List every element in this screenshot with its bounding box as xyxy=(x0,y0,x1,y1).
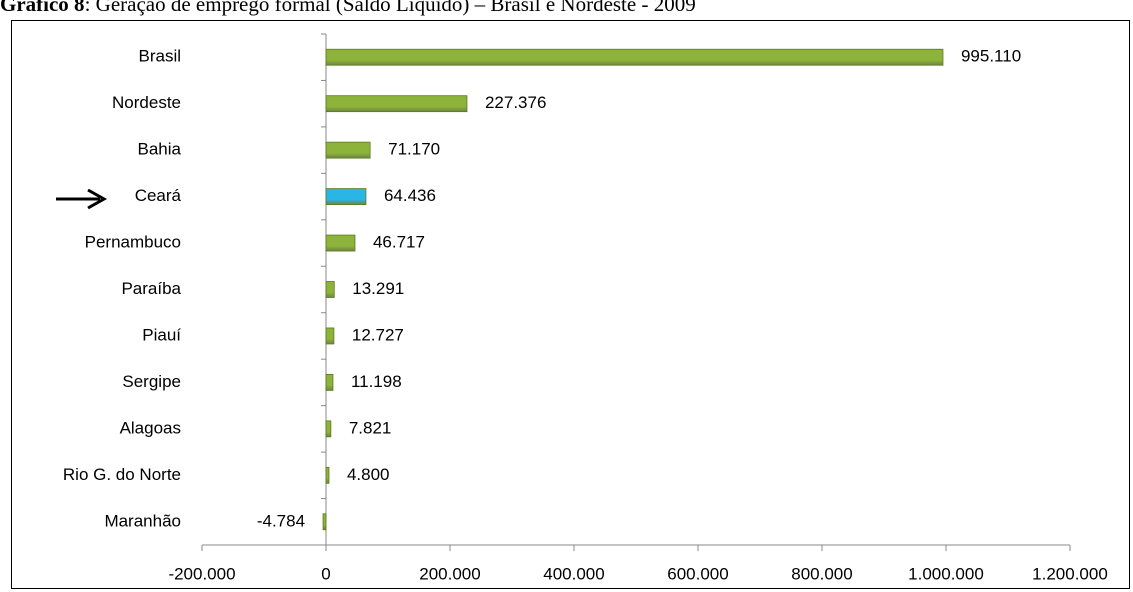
value-label: 227.376 xyxy=(485,93,546,112)
value-label: 4.800 xyxy=(347,465,390,484)
bar xyxy=(325,327,335,345)
bar xyxy=(325,234,356,252)
bar xyxy=(325,141,371,159)
y-tick-label: Paraíba xyxy=(121,279,181,298)
value-label: 46.717 xyxy=(373,233,425,252)
y-tick-label: Rio G. do Norte xyxy=(63,465,181,484)
bar xyxy=(325,420,332,438)
y-tick-label: Pernambuco xyxy=(85,233,181,252)
y-tick-label: Nordeste xyxy=(112,93,181,112)
y-tick-label: Sergipe xyxy=(122,372,181,391)
title-text: : Geração de emprego formal (Saldo Líqui… xyxy=(85,0,696,16)
x-tick-label: 1.200.000 xyxy=(1032,564,1108,583)
chart-frame xyxy=(11,20,1130,589)
x-tick-label: 400.000 xyxy=(543,564,604,583)
value-label: 13.291 xyxy=(352,279,404,298)
y-tick-label: Piauí xyxy=(142,325,181,344)
value-label: 7.821 xyxy=(349,418,392,437)
chart-title: Gráfico 8: Geração de emprego formal (Sa… xyxy=(0,0,696,16)
y-tick-label: Alagoas xyxy=(120,418,181,437)
x-tick-label: 800.000 xyxy=(791,564,852,583)
y-tick-label: Bahia xyxy=(138,140,182,159)
value-label: 12.727 xyxy=(352,325,404,344)
x-tick-label: -200.000 xyxy=(168,564,235,583)
y-tick-label: Brasil xyxy=(138,47,181,66)
bar xyxy=(325,374,334,391)
value-label: -4.784 xyxy=(257,511,305,530)
bar xyxy=(322,513,327,531)
x-tick-label: 200.000 xyxy=(419,564,480,583)
bar xyxy=(325,95,468,113)
y-tick-label: Ceará xyxy=(135,186,182,205)
value-label: 71.170 xyxy=(388,140,440,159)
bar xyxy=(325,281,335,298)
title-prefix: Gráfico 8 xyxy=(0,0,85,16)
value-label: 995.110 xyxy=(961,47,1021,66)
x-tick-label: 600.000 xyxy=(667,564,728,583)
arrow xyxy=(56,188,108,210)
bar xyxy=(325,48,944,66)
bar xyxy=(325,188,367,205)
value-label: 64.436 xyxy=(384,186,436,205)
x-tick-label: 0 xyxy=(321,564,330,583)
value-label: 11.198 xyxy=(351,372,402,391)
x-tick-label: 1.000.000 xyxy=(908,564,984,583)
bar xyxy=(325,466,330,484)
y-tick-label: Maranhão xyxy=(104,511,181,530)
